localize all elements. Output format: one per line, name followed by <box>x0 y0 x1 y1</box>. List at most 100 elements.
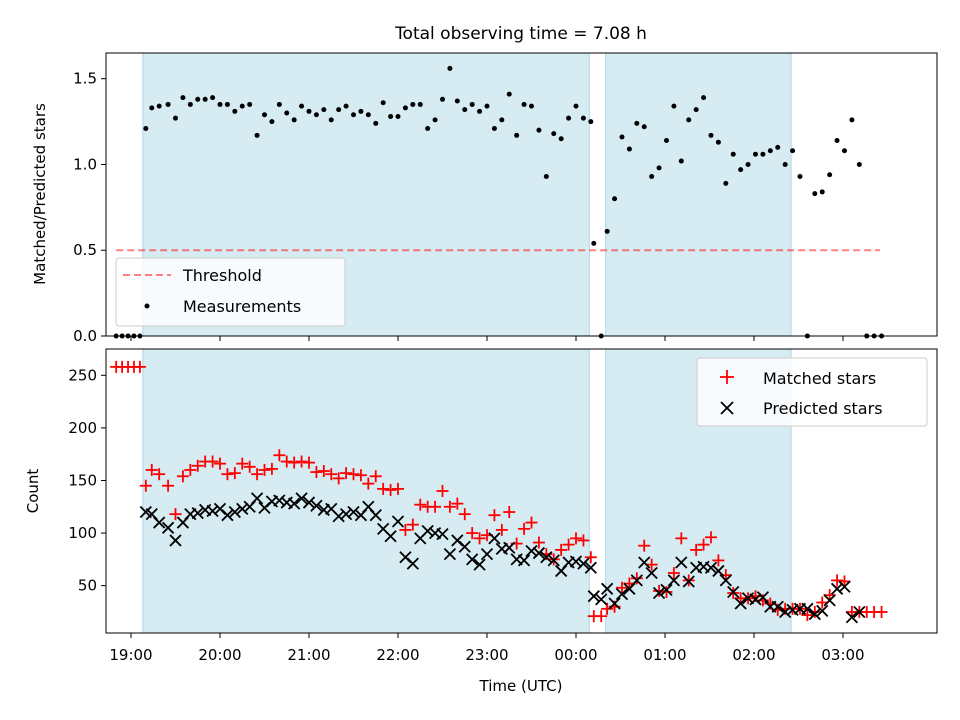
ratio-data <box>113 65 885 339</box>
measurement-point <box>395 113 401 119</box>
predicted-point <box>719 574 732 587</box>
measurements-legend-label: Measurements <box>183 297 301 316</box>
matched-point <box>191 459 204 472</box>
measurement-point <box>321 107 327 113</box>
measurement-point <box>156 103 162 109</box>
predicted-point <box>347 505 360 519</box>
measurement-point <box>834 137 840 143</box>
measurement-point <box>701 95 707 101</box>
measurement-point <box>284 110 290 116</box>
predicted-point <box>161 521 175 534</box>
measurement-point <box>708 132 714 138</box>
predicted-point <box>384 530 397 543</box>
count-frame <box>105 348 938 634</box>
matched-point <box>466 527 479 540</box>
matched-point <box>562 538 575 551</box>
matched-point <box>347 468 360 481</box>
measurement-point <box>671 103 677 109</box>
measurement-point <box>580 115 586 121</box>
measurement-point <box>462 107 468 113</box>
measurement-point <box>254 132 260 138</box>
predicted-point <box>391 515 405 528</box>
y-tick-label: 200 <box>68 419 97 437</box>
measurement-point <box>634 120 640 126</box>
predicted-point <box>652 586 666 600</box>
predicted-point <box>808 607 821 621</box>
predicted-point <box>480 547 494 561</box>
legend-frame <box>115 257 346 327</box>
measurement-point <box>663 137 669 143</box>
measurement-point <box>566 115 572 121</box>
matched-point <box>280 455 293 468</box>
measurement-point <box>187 101 193 107</box>
observing-window-2 <box>605 52 792 337</box>
predicted-point <box>779 605 792 619</box>
predicted-point <box>466 553 479 566</box>
matched-point <box>288 456 301 469</box>
predicted-point <box>845 611 859 624</box>
measurement-point <box>775 144 781 150</box>
measurement-point <box>588 119 594 125</box>
ratio-y-label: Matched/Predicted stars <box>31 103 49 285</box>
measurement-point <box>239 103 245 109</box>
measurement-point <box>529 103 534 109</box>
matched-point <box>615 581 628 594</box>
predicted-point <box>517 554 531 567</box>
measurement-point <box>454 98 460 104</box>
y-tick-label: 50 <box>78 577 97 595</box>
observing-window-1 <box>142 348 590 634</box>
matched-point <box>214 457 226 470</box>
matched-point <box>443 500 456 513</box>
predicted-point <box>532 546 546 560</box>
predicted-point <box>228 505 241 519</box>
predicted-point <box>288 497 301 510</box>
predicted-point <box>436 527 449 541</box>
predicted-point <box>458 540 471 553</box>
measurement-point <box>247 101 253 107</box>
y-tick-label: 100 <box>68 524 97 542</box>
measurement-point <box>856 161 862 167</box>
predicted-point <box>250 492 264 505</box>
measurement-point <box>358 108 364 114</box>
predicted-point <box>682 575 695 588</box>
measurement-point <box>165 101 171 107</box>
measurement-point <box>760 151 766 157</box>
predicted-point <box>488 532 501 545</box>
matched-point <box>377 482 390 495</box>
measurement-point <box>551 131 557 137</box>
measurement-point <box>536 127 542 133</box>
predicted-point <box>332 510 345 523</box>
matched-point <box>354 469 367 482</box>
matched-point <box>831 574 844 587</box>
measurement-point <box>812 191 818 197</box>
matched-point <box>704 531 717 544</box>
measurement-point <box>373 120 379 126</box>
matched-point <box>258 463 271 476</box>
measurement-point <box>827 172 833 178</box>
predicted-point <box>667 574 681 587</box>
matched-point <box>816 596 829 609</box>
predicted-point <box>547 554 560 567</box>
x-tick-label: 03:00 <box>821 646 864 664</box>
matched-point <box>801 609 814 622</box>
matched-point <box>332 472 345 485</box>
matched-point <box>317 465 330 478</box>
predicted-point <box>473 558 486 571</box>
y-tick-label: 0.5 <box>73 241 97 259</box>
predicted-point <box>823 594 836 607</box>
predicted-point <box>310 499 323 512</box>
predicted-point <box>734 597 747 610</box>
measurement-point <box>715 139 721 145</box>
threshold-legend-label: Threshold <box>182 266 262 285</box>
matched-point <box>518 522 531 535</box>
predicted-point <box>577 557 590 570</box>
matched-point <box>712 554 725 567</box>
measurement-point <box>440 96 445 102</box>
matched-point <box>503 506 516 519</box>
predicted-point <box>302 496 316 509</box>
ratio-frame <box>105 52 938 337</box>
predicted-point <box>608 597 621 610</box>
count-panel: 50 100 150 200 250 19:00 20:00 21:00 22:00 23:00 0… <box>24 348 938 664</box>
observing-windows <box>142 348 792 634</box>
measurement-point <box>262 112 267 118</box>
